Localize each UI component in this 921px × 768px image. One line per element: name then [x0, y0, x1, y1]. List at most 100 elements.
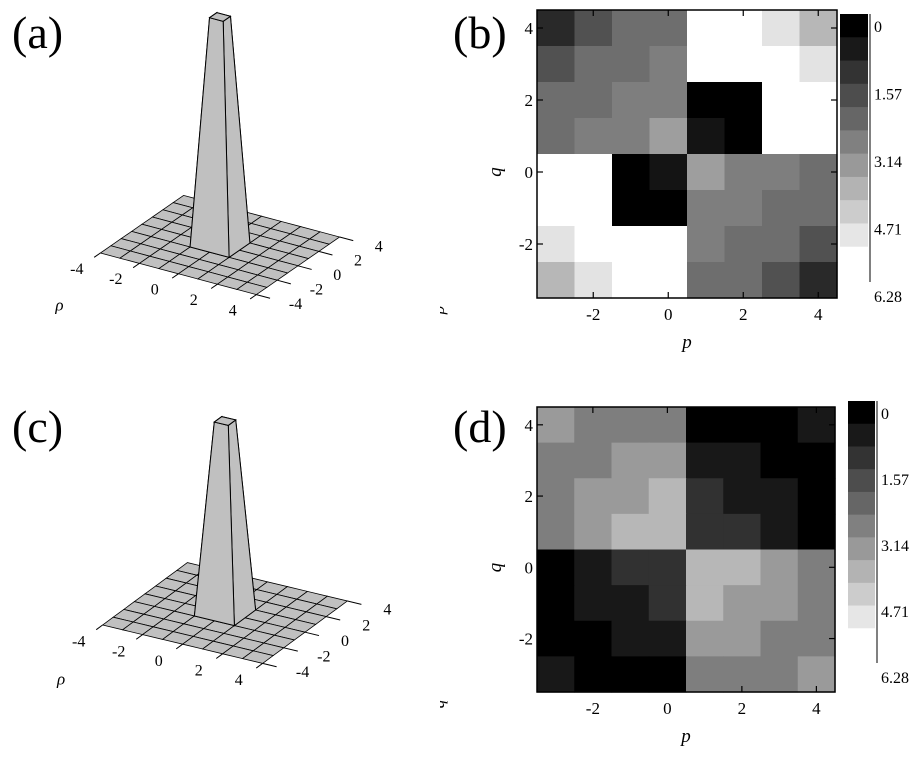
colorbar-band — [848, 491, 875, 516]
colorbar-band — [848, 446, 875, 470]
colorbar-band — [840, 14, 868, 38]
colorbar-band — [840, 107, 868, 131]
heatmap-cell — [574, 407, 613, 444]
colorbar-band — [848, 605, 875, 629]
heatmap-cell — [723, 407, 762, 444]
heatmap-cell — [537, 478, 575, 515]
heatmap-cell — [687, 262, 726, 299]
heatmap-cell — [760, 656, 799, 693]
heatmap-plot-d: -2 0 2 4 4 2 0 -2 p q q 0 1.57 3.14 4.71 6.28 — [429, 401, 909, 747]
colorbar-band — [848, 401, 875, 425]
heatmap-cell — [649, 82, 688, 119]
heatmap-cell — [686, 407, 724, 444]
x-tick — [93, 252, 101, 258]
heatmap-cell — [537, 407, 575, 444]
heatmap-cell — [724, 46, 763, 83]
y-tick — [256, 294, 271, 299]
heatmap-cell — [537, 585, 575, 622]
heatmap-cell — [686, 656, 724, 693]
y-axis-label: q — [485, 562, 506, 572]
heatmap-cell — [649, 190, 688, 227]
colorbar-band — [848, 537, 875, 561]
colorbar-band — [840, 200, 868, 224]
colorbar-band — [840, 153, 868, 178]
y-tick-label: 0 — [525, 558, 534, 577]
heatmap-cell — [797, 442, 836, 479]
heatmap-cell — [537, 118, 576, 155]
colorbar-band — [840, 37, 868, 62]
y-tick-label: -4 — [296, 664, 309, 681]
panel-b: (b) -2 0 2 4 4 2 0 -2 p q ρ 0 1.57 3.14 4.71 6.28 — [429, 0, 921, 380]
colorbar-tick-label: 4.71 — [881, 604, 909, 621]
x-tick — [95, 624, 103, 631]
heatmap-cell — [612, 118, 651, 155]
colorbar-tick-label: 0 — [874, 19, 882, 36]
heatmap-cell — [612, 190, 651, 227]
heatmap-cell — [686, 442, 724, 479]
heatmap-cell — [649, 10, 688, 47]
peak-face — [208, 12, 232, 22]
heatmap-cell — [760, 513, 799, 551]
colorbar-band — [848, 560, 875, 584]
x-tick-label: 4 — [229, 302, 237, 319]
y-tick-label: 0 — [341, 633, 349, 650]
panel-a: (a) -4 -2 0 2 4 -4 -2 0 2 4 ρ — [0, 0, 420, 380]
x-tick-label: -2 — [586, 699, 600, 718]
panel-label-c: (c) — [12, 401, 64, 452]
heatmap-cell — [687, 226, 726, 263]
x-axis-label: p — [680, 332, 692, 353]
heatmap-cell — [648, 407, 687, 444]
x-tick-label: 0 — [151, 282, 159, 299]
panel-label-b: (b) — [453, 7, 507, 58]
y-tick — [347, 600, 362, 605]
y-tick-label: 4 — [383, 602, 391, 619]
x-tick-label: 4 — [812, 699, 821, 718]
heatmap-cell — [612, 82, 651, 119]
x-axis-label: p — [679, 726, 691, 747]
heatmap-cell — [724, 154, 763, 191]
heatmap-cell — [537, 513, 575, 551]
heatmap-cell — [611, 620, 650, 657]
heatmap-cell — [574, 190, 613, 227]
x-tick-label: 2 — [195, 663, 203, 680]
x-tick-label: 0 — [663, 699, 672, 718]
heatmap-cell — [760, 442, 799, 479]
heatmap-cell — [648, 478, 687, 515]
heatmap-cell — [799, 118, 838, 155]
heatmap-cell — [686, 549, 724, 586]
x-tick-label: 0 — [155, 653, 163, 670]
panel-label-d: (d) — [453, 401, 507, 452]
heatmap-cell — [574, 442, 613, 479]
heatmap-cell — [686, 513, 724, 551]
heatmap-cell — [687, 190, 726, 227]
x-tick-label: 2 — [190, 292, 198, 309]
heatmap-cell — [762, 46, 801, 83]
x-tick — [210, 283, 218, 289]
y-tick — [283, 647, 298, 652]
heatmap-cell — [686, 478, 724, 515]
heatmap-cell — [723, 478, 762, 515]
heatmap-cell — [537, 620, 575, 657]
colorbar-tick-label: 3.14 — [881, 538, 909, 555]
y-tick-label: 2 — [525, 91, 534, 110]
plot-frame — [536, 9, 838, 299]
heatmap-cell — [574, 585, 613, 622]
x-tick — [215, 653, 223, 659]
colorbar-tick-label: 0 — [881, 406, 889, 423]
y-tick-label: 4 — [525, 19, 534, 38]
heatmap-cell — [687, 82, 726, 119]
y-tick-label: -2 — [317, 648, 330, 665]
heatmap-cell — [687, 46, 726, 83]
heatmap-cell — [611, 407, 650, 444]
x-tick-label: 0 — [664, 305, 673, 324]
heatmap-cell — [611, 442, 650, 479]
heatmap-cell — [611, 478, 650, 515]
colorbar-band — [840, 246, 868, 271]
panel-d: (d) -2 0 2 4 4 2 0 -2 p q q 0 1.57 3.14 4.71 6.28 — [429, 380, 921, 763]
y-tick — [339, 236, 354, 242]
heatmap-cell — [797, 513, 836, 551]
heatmap-cell — [537, 226, 576, 263]
heatmap-cell — [724, 118, 763, 155]
heatmap-cell — [537, 656, 575, 693]
heatmap-cell — [799, 190, 838, 227]
